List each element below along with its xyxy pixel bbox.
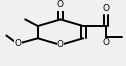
Text: O: O	[57, 40, 64, 49]
Text: O: O	[102, 4, 109, 13]
Text: O: O	[102, 38, 109, 47]
Text: O: O	[57, 0, 64, 9]
Text: O: O	[14, 39, 21, 48]
